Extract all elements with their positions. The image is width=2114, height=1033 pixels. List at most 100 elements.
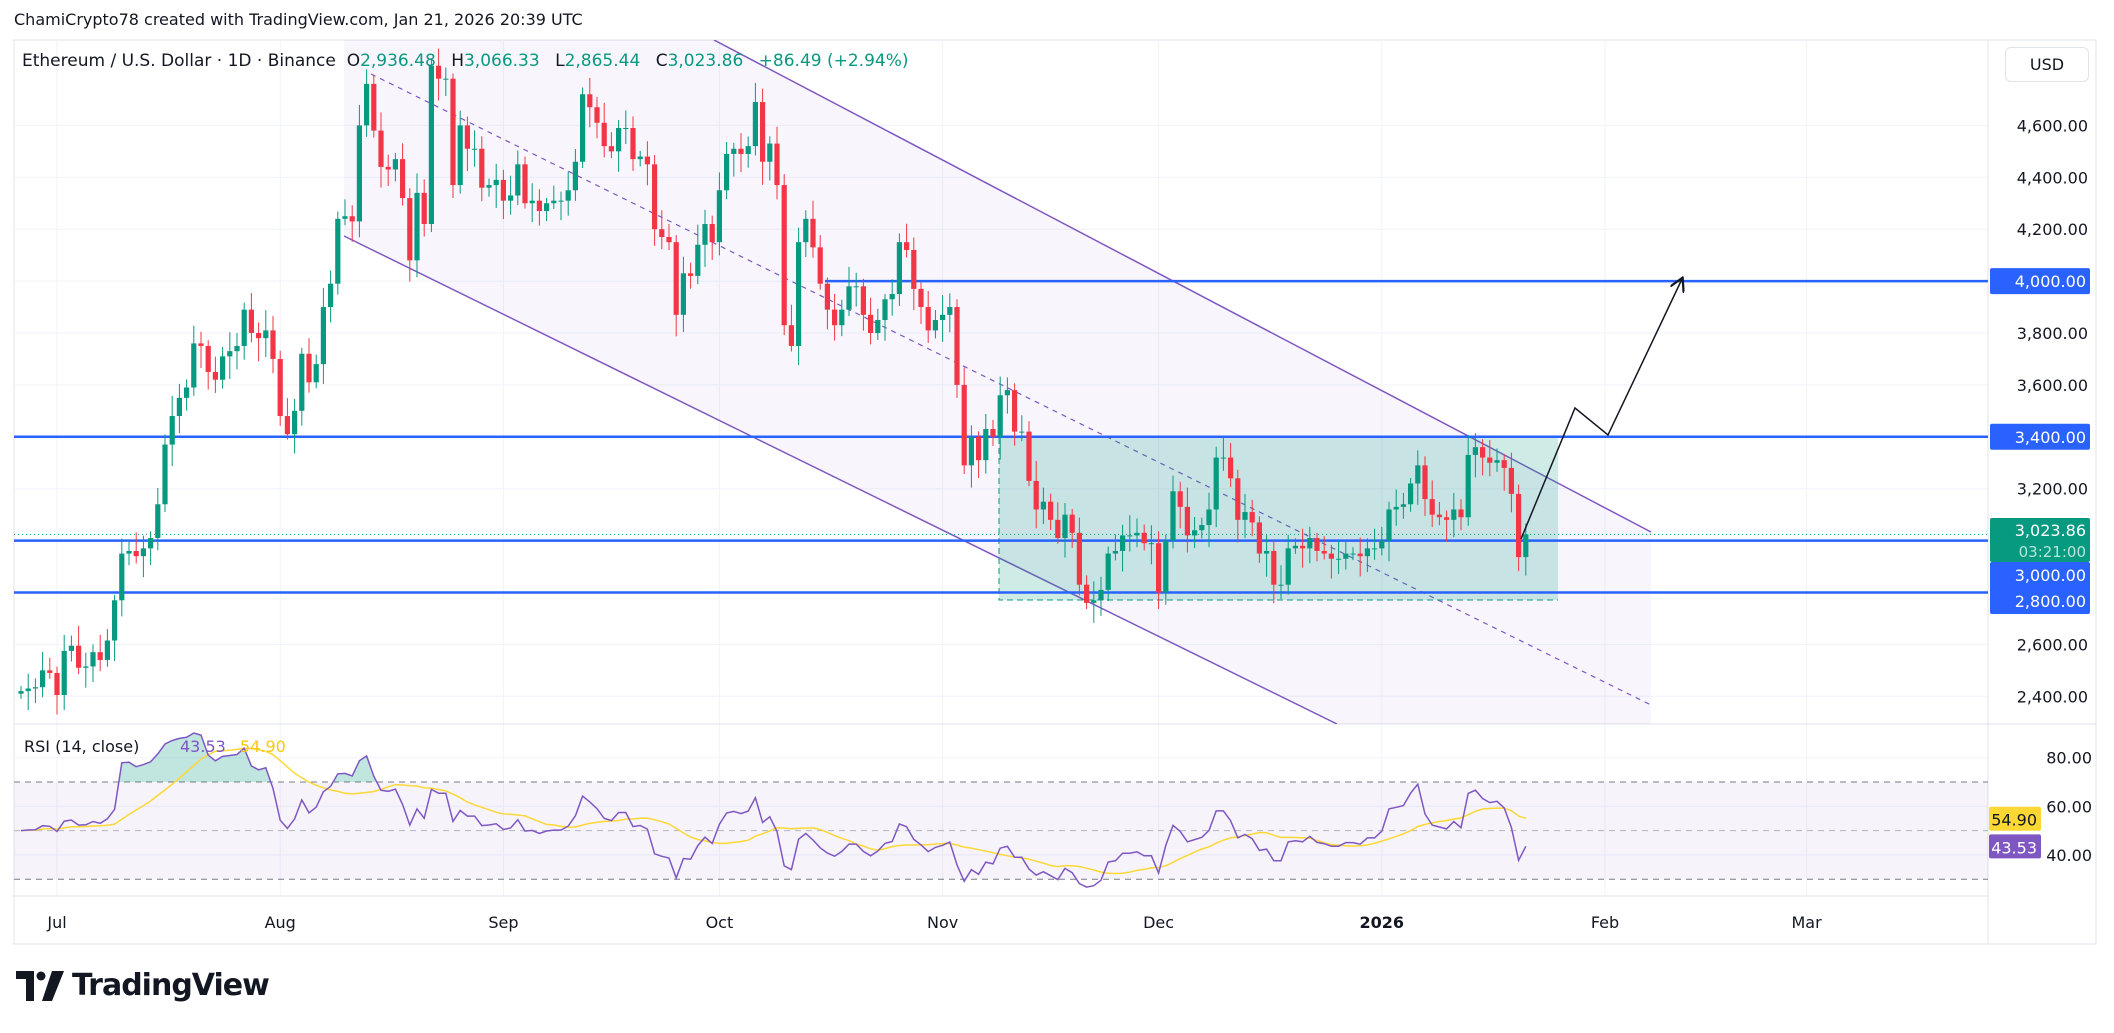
tradingview-logo-icon (16, 970, 64, 1001)
tradingview-logo-text: TradingView (72, 968, 270, 1003)
rsi-overbought-fill (21, 733, 1526, 782)
time-axis-label: Feb (1591, 913, 1619, 932)
candle-body (1112, 550, 1118, 554)
rsi-axis-value-label-bg (1989, 834, 2041, 859)
candle-body (76, 645, 82, 668)
candle-body (356, 125, 362, 222)
channel-lower-line[interactable] (343, 235, 1338, 724)
candle-body (248, 309, 254, 333)
candle-body (637, 156, 643, 160)
time-axis-label: Mar (1792, 913, 1823, 932)
candle-body (342, 216, 348, 219)
candle-body (1278, 584, 1284, 586)
candle-body (1480, 447, 1486, 458)
candle-body (522, 164, 528, 204)
candle-body (788, 325, 794, 346)
rsi-axis-value-label: 43.53 (1991, 838, 2037, 857)
tradingview-logo[interactable]: TradingView (16, 968, 270, 1003)
low-label: L (555, 51, 565, 71)
candle-body (18, 691, 24, 694)
candle-body (1156, 543, 1162, 593)
candle-body (889, 294, 895, 300)
candle-body (1487, 457, 1493, 463)
candle-body (284, 416, 290, 435)
candle-body (630, 127, 636, 160)
candle-body (745, 146, 751, 154)
candle-body (1408, 483, 1414, 505)
price-axis[interactable]: 4,600.00 4,400.00 4,200.00 3,800.00 3,600.00… (1989, 116, 2092, 865)
candle-body (176, 397, 182, 417)
candle-body (774, 143, 780, 186)
candle-body (1213, 457, 1219, 510)
candle-body (112, 600, 118, 641)
candle-body (1177, 491, 1183, 507)
price-axis-label: 4,400.00 (2017, 168, 2088, 187)
candle-body (263, 330, 269, 339)
rsi-ma-value: 54.90 (240, 737, 286, 756)
candle-body (724, 153, 730, 191)
candle-body (1228, 457, 1234, 479)
open-value: 2,936.48 (360, 51, 436, 71)
candle-body (508, 195, 514, 201)
price-axis-label: 4,200.00 (2017, 220, 2088, 239)
candle-body (644, 156, 650, 165)
candle-body (256, 333, 262, 339)
level-label-4000-bg (1990, 268, 2090, 295)
candle-body (472, 148, 478, 150)
range-box[interactable] (999, 438, 1558, 600)
candle-body (1084, 584, 1090, 603)
candle-body (270, 330, 276, 359)
price-axis-label: 3,200.00 (2017, 480, 2088, 499)
candle-body (810, 218, 816, 248)
candle-body (320, 307, 326, 365)
candle-body (688, 273, 694, 276)
candle-body (313, 364, 319, 383)
candle-body (191, 343, 197, 388)
candle-body (1055, 519, 1061, 539)
candle-body (1444, 517, 1450, 520)
rsi-axis-label: 80.00 (2046, 749, 2092, 768)
candle-body (104, 640, 110, 660)
candle-body (932, 320, 938, 331)
price-axis-label: 4,600.00 (2017, 116, 2088, 135)
candle-body (1300, 545, 1306, 549)
candle-body (299, 353, 305, 411)
candle-body (1415, 465, 1421, 484)
channel-upper-line[interactable] (713, 40, 1652, 533)
candle-body (407, 198, 413, 261)
currency-button[interactable]: USD (2005, 47, 2089, 82)
candle-body (47, 670, 53, 673)
rsi-ma-axis-label: 54.90 (1991, 811, 2037, 830)
candle-body (911, 249, 917, 289)
candle-body (767, 143, 773, 162)
time-axis[interactable]: Jul Aug Sep Oct Nov Dec 2026 Feb Mar (46, 913, 1822, 932)
candle-body (896, 242, 902, 295)
symbol-title[interactable]: Ethereum / U.S. Dollar · 1D · Binance (22, 51, 336, 71)
candle-body (925, 307, 931, 331)
countdown-label: 03:21:00 (2019, 543, 2086, 561)
candle-body (1364, 548, 1370, 557)
candle-body (1091, 600, 1097, 603)
candle-body (580, 94, 586, 162)
time-axis-label: Oct (706, 913, 734, 932)
candle-body (184, 387, 190, 398)
candle-body (702, 224, 708, 245)
candle-body (392, 159, 398, 170)
candle-body (587, 94, 593, 108)
rsi-line[interactable] (20, 732, 1527, 888)
time-axis-label: Aug (265, 913, 296, 932)
candle-body (227, 351, 233, 357)
candle-body (1429, 499, 1435, 515)
candle-body (1192, 530, 1198, 536)
candle-body (335, 218, 341, 284)
channel-median-line[interactable] (370, 73, 1652, 706)
open-label: O (346, 51, 361, 71)
candle-body (1372, 548, 1378, 550)
projection-arrow[interactable] (1520, 279, 1682, 540)
candle-body (1516, 493, 1522, 558)
rsi-ma-line[interactable] (20, 747, 1527, 875)
candle-body (738, 148, 744, 154)
candle-body (1494, 460, 1500, 463)
candle-body (652, 164, 658, 230)
